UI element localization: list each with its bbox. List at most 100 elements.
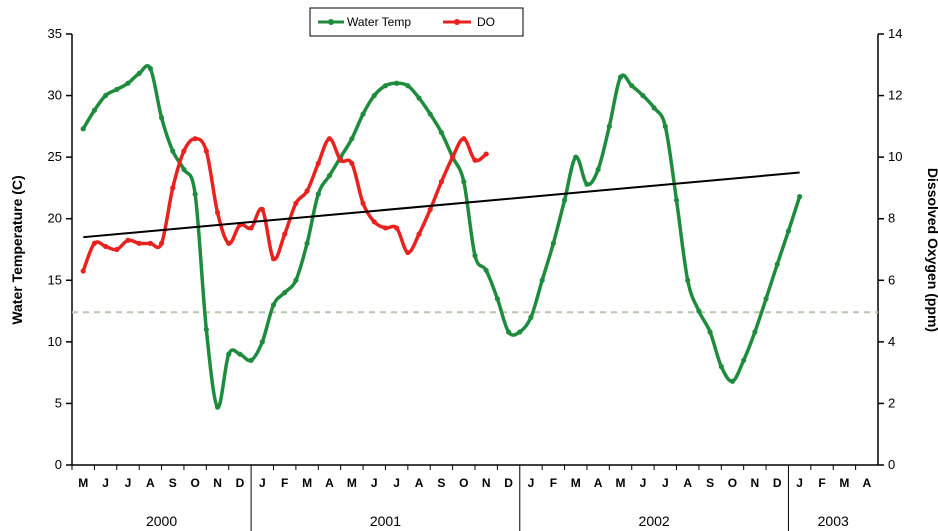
x-month-label: S xyxy=(437,476,445,490)
water-temp-point xyxy=(651,105,657,111)
y-right-tick-label: 0 xyxy=(888,457,895,472)
water-temp-point xyxy=(662,123,668,129)
water-temp-point xyxy=(427,111,433,117)
legend-water-temp-label: Water Temp xyxy=(347,15,411,29)
do-point xyxy=(461,136,467,142)
water-temp-point xyxy=(270,302,277,308)
legend-do-marker xyxy=(454,19,460,25)
y-left-tick-label: 30 xyxy=(48,88,62,103)
do-point xyxy=(181,148,187,154)
water-temp-point xyxy=(797,193,803,200)
y-left-tick-label: 15 xyxy=(48,272,62,287)
water-temp-point xyxy=(741,357,747,363)
y-right-tick-label: 4 xyxy=(888,334,895,349)
water-temp-point xyxy=(707,329,713,335)
do-point xyxy=(226,240,232,246)
water-temp-point xyxy=(259,339,265,345)
water-temp-point xyxy=(573,154,579,160)
x-month-label: N xyxy=(751,476,760,490)
x-month-label: J xyxy=(102,476,109,490)
water-temp-point xyxy=(416,95,422,101)
water-temp-point xyxy=(91,107,97,113)
water-temp-point xyxy=(785,228,792,234)
x-month-label: F xyxy=(550,476,557,490)
x-month-label: D xyxy=(236,476,245,490)
y-right-tick-label: 2 xyxy=(888,395,895,410)
x-month-label: M xyxy=(571,476,581,490)
x-month-label: S xyxy=(706,476,714,490)
water-temp-point xyxy=(170,148,176,154)
y-left-tick-label: 35 xyxy=(48,26,62,41)
water-temp-point xyxy=(517,329,523,335)
water-temp-point xyxy=(248,357,254,363)
x-month-label: S xyxy=(169,476,177,490)
year-label: 2002 xyxy=(639,513,670,529)
y-left-tick-label: 20 xyxy=(48,211,62,226)
x-month-label: A xyxy=(862,476,871,490)
do-point xyxy=(394,225,400,231)
series-layer xyxy=(80,64,803,410)
x-month-label: O xyxy=(459,476,468,490)
y-right-tick-label: 6 xyxy=(888,272,895,287)
do-point xyxy=(304,188,310,194)
do-series-line xyxy=(81,136,488,272)
do-point xyxy=(349,160,355,166)
do-point xyxy=(438,179,445,185)
water-temp-point xyxy=(192,191,198,197)
x-month-label: D xyxy=(504,476,513,490)
do-point xyxy=(360,200,366,206)
x-month-label: A xyxy=(146,476,155,490)
x-month-label: N xyxy=(482,476,491,490)
water-temp-point xyxy=(584,181,590,187)
water-temp-point xyxy=(595,166,601,173)
x-month-label: O xyxy=(728,476,737,490)
water-temp-series-line xyxy=(81,64,802,409)
x-month-label: J xyxy=(371,476,378,490)
water-temp-point xyxy=(405,83,411,89)
water-temp-point xyxy=(718,363,724,370)
do-point xyxy=(315,160,321,166)
water-temp-point xyxy=(203,326,209,333)
water-temp-point xyxy=(158,115,165,121)
water-temp-point xyxy=(640,92,646,99)
water-temp-point xyxy=(606,123,612,129)
y-right-tick-label: 14 xyxy=(888,26,902,41)
do-point xyxy=(192,136,198,142)
year-label: 2001 xyxy=(370,513,401,529)
right-axis: 0 2 4 6 8 10 12 14 xyxy=(878,26,902,472)
y-right-tick-label: 8 xyxy=(888,211,895,226)
x-month-label: M xyxy=(302,476,312,490)
x-month-label: O xyxy=(190,476,199,490)
x-month-label: M xyxy=(616,476,626,490)
x-month-label: J xyxy=(796,476,803,490)
water-temp-point xyxy=(617,74,624,80)
do-point xyxy=(170,185,176,191)
water-temp-point xyxy=(438,129,445,136)
x-month-label: M xyxy=(78,476,88,490)
y-left-tick-label: 25 xyxy=(48,149,62,164)
do-point xyxy=(382,225,389,231)
water-temp-point xyxy=(181,166,187,173)
y-left-title: Water Temperature (C) xyxy=(9,175,25,324)
water-temp-point xyxy=(237,351,243,357)
water-temp-point xyxy=(114,86,120,93)
y-left-tick-label: 0 xyxy=(55,457,62,472)
water-temp-point xyxy=(774,261,780,267)
water-temp-point xyxy=(349,136,355,142)
x-month-label: J xyxy=(528,476,535,490)
water-temp-point xyxy=(539,277,545,283)
do-point xyxy=(248,225,254,231)
do-point xyxy=(270,256,277,262)
water-temp-point xyxy=(696,308,702,314)
do-point xyxy=(472,157,478,163)
water-temp-point xyxy=(505,329,512,335)
y-left-tick-label: 10 xyxy=(48,334,62,349)
water-temp-point xyxy=(561,197,568,203)
water-temp-point xyxy=(360,111,366,117)
water-temp-point xyxy=(494,296,500,302)
water-temp-point xyxy=(102,92,109,99)
year-label: 2003 xyxy=(818,513,849,529)
do-point xyxy=(483,151,489,157)
year-label: 2000 xyxy=(146,513,177,529)
